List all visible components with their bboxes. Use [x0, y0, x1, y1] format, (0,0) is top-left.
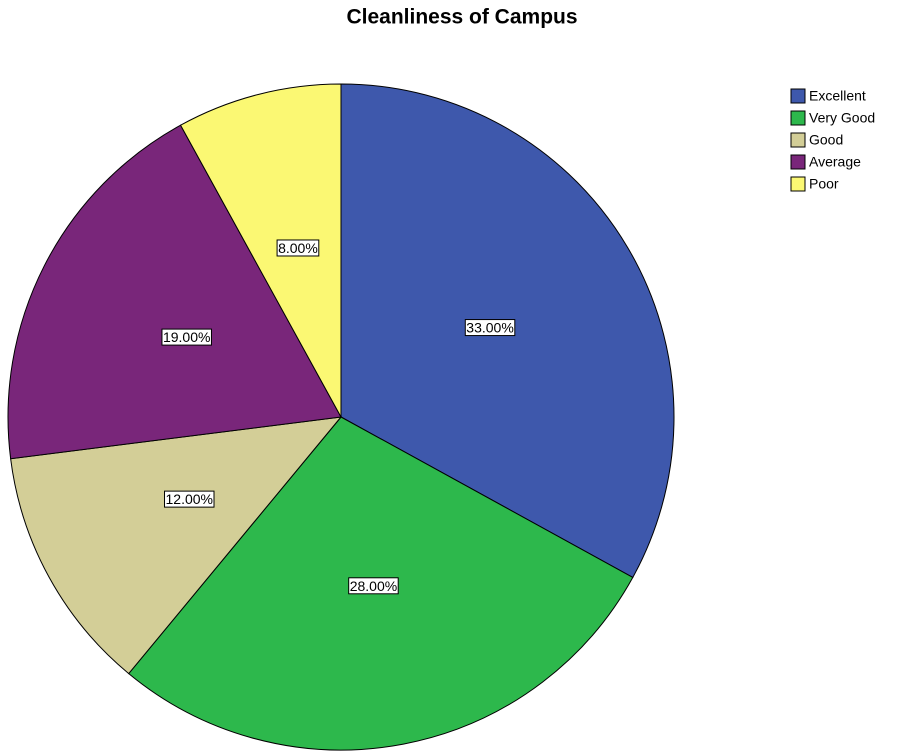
chart-title: Cleanliness of Campus [346, 6, 577, 29]
legend-label: Excellent [809, 88, 866, 104]
pie-slice [7, 124, 342, 460]
data-label: 12.00% [164, 490, 215, 508]
data-label-box [164, 490, 215, 508]
data-label-box [464, 319, 516, 337]
legend-label: Good [809, 132, 843, 148]
data-label-text: 33.00% [466, 320, 513, 336]
data-label: 33.00% [464, 319, 516, 337]
data-label: 19.00% [161, 328, 212, 346]
data-label: 28.00% [348, 577, 399, 595]
legend-swatch [790, 110, 806, 126]
data-label-box [348, 577, 399, 595]
legend-label: Average [809, 154, 861, 170]
legend-label: Poor [809, 176, 839, 192]
data-label-text: 28.00% [350, 578, 397, 594]
data-label-text: 12.00% [166, 491, 213, 507]
pie-slice [179, 83, 342, 418]
legend-swatch [790, 176, 806, 192]
pie-slice [10, 416, 343, 675]
legend-swatch [790, 132, 806, 148]
data-label-text: 8.00% [278, 240, 318, 256]
legend-swatch [790, 88, 806, 104]
data-label-text: 19.00% [163, 329, 210, 345]
data-label-box [276, 239, 320, 257]
data-label-box [161, 328, 212, 346]
legend-swatch [790, 154, 806, 170]
legend-label: Very Good [809, 110, 875, 126]
data-label: 8.00% [276, 239, 320, 257]
